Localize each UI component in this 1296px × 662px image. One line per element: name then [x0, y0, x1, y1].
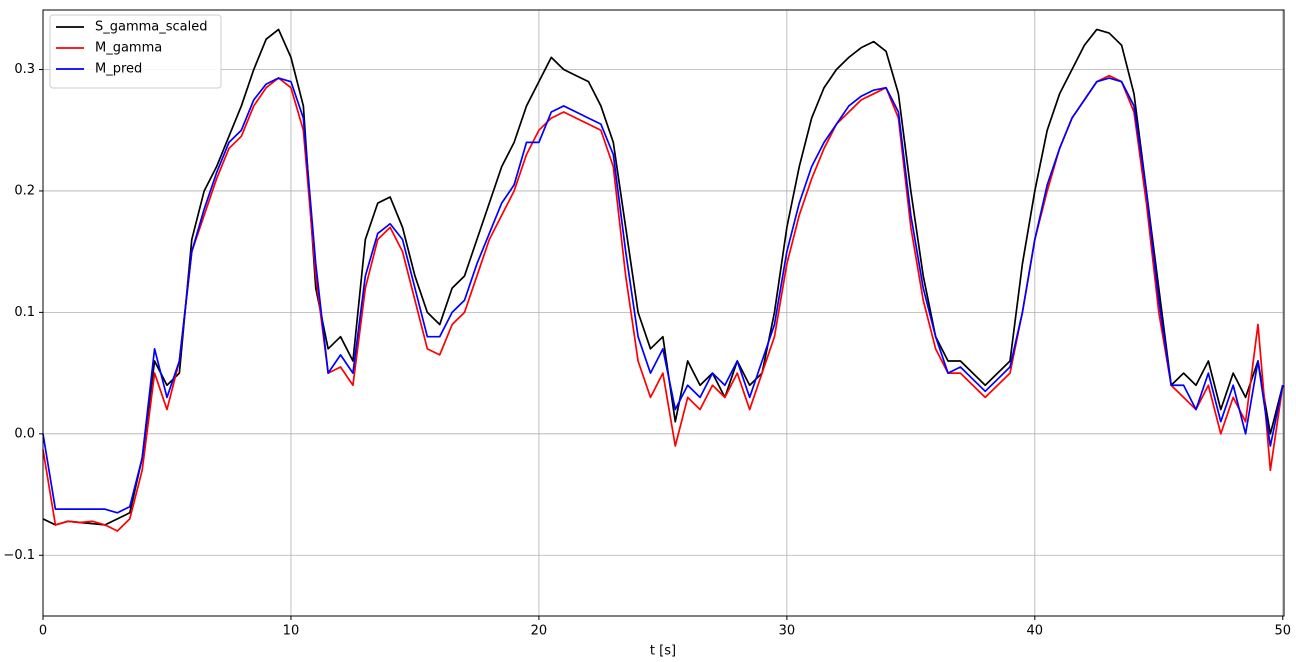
plot-frame: [42, 9, 1285, 617]
x-axis-label: t [s]: [650, 644, 676, 659]
y-tick-label: 0.2: [14, 183, 35, 198]
series-line: [42, 77, 1284, 514]
x-tick-label: 0: [39, 624, 47, 639]
x-tick-label: 20: [531, 624, 548, 639]
legend-box: [49, 14, 222, 89]
legend-label: M_gamma: [95, 41, 162, 56]
x-tick-label: 10: [283, 624, 300, 639]
series-line: [42, 28, 1284, 526]
x-tick-label: 40: [1027, 624, 1044, 639]
x-tick-label: 50: [1274, 624, 1291, 639]
legend-label: M_pred: [95, 62, 142, 77]
y-tick-label: −0.1: [3, 548, 35, 563]
x-tick-label: 30: [779, 624, 796, 639]
legend-label: S_gamma_scaled: [95, 20, 208, 35]
y-tick-label: 0.0: [14, 426, 35, 441]
y-tick-label: 0.3: [14, 62, 35, 77]
y-tick-label: 0.1: [14, 305, 35, 320]
